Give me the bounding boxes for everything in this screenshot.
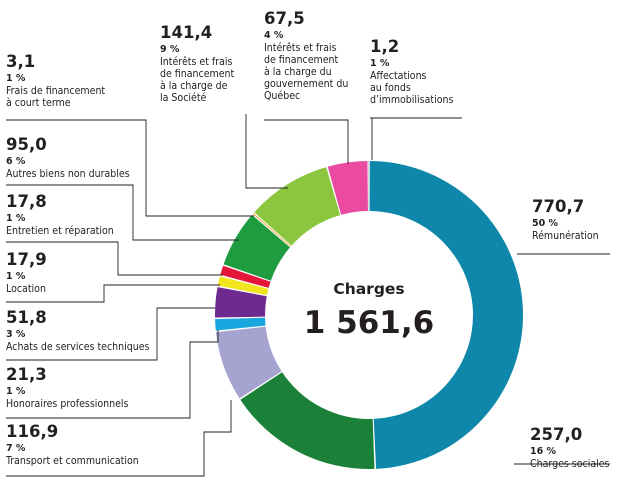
- category-label-line: Location: [6, 283, 46, 295]
- value-label: 95,0: [6, 135, 47, 154]
- label-autres-biens-non-durables: 95,0 6 %Autres biens non durables: [6, 135, 130, 180]
- percent-label: 7 %: [6, 443, 26, 454]
- leader-line-interets-et-frais-de-financement-a-la-charge-de-la-societe: [245, 114, 288, 189]
- percent-label: 4 %: [264, 30, 284, 41]
- center-total: 1 561,6: [304, 305, 434, 341]
- leader-line-affectations-au-fonds-d-immobilisations: [370, 117, 462, 160]
- leader-line-location: [6, 284, 220, 303]
- leader-line-interets-et-frais-de-financement-a-la-charge-du-gouvernement-du-quebec: [264, 119, 349, 164]
- label-achats-de-services-techniques: 51,8 3 %Achats de services techniques: [6, 308, 150, 353]
- value-label: 67,5: [264, 9, 305, 28]
- category-label-line: au fonds: [370, 82, 411, 94]
- label-charges-sociales: 257,0 16 %Charges sociales: [530, 425, 610, 470]
- percent-label: 3 %: [6, 329, 26, 340]
- percent-label: 6 %: [6, 156, 26, 167]
- category-label-line: Entretien et réparation: [6, 225, 114, 237]
- category-label-line: de financement: [160, 68, 235, 80]
- slice-location: [217, 276, 269, 296]
- category-label-line: la Société: [160, 92, 207, 104]
- label-location: 17,9 1 %Location: [6, 250, 47, 295]
- percent-label: 1 %: [6, 271, 26, 282]
- category-label-line: à la charge de: [160, 80, 228, 92]
- percent-label: 1 %: [6, 73, 26, 84]
- slice-achats-de-services-techniques: [215, 287, 267, 318]
- leader-line-honoraires-professionnels: [6, 330, 219, 419]
- category-label-line: à court terme: [6, 97, 71, 109]
- slice-transport-et-communication: [215, 326, 282, 399]
- label-remuneration: 770,7 50 %Rémunération: [532, 197, 599, 242]
- value-label: 141,4: [160, 23, 212, 42]
- slice-interets-et-frais-de-financement-a-la-charge-de-la-societe: [254, 167, 341, 246]
- value-label: 17,9: [6, 250, 47, 269]
- slice-honoraires-professionnels: [215, 317, 266, 331]
- category-label-line: Frais de financement: [6, 85, 105, 97]
- value-label: 257,0: [530, 425, 582, 444]
- leader-line-frais-de-financement-a-court-terme: [6, 119, 254, 217]
- leader-line-achats-de-services-techniques: [6, 307, 215, 361]
- slice-labels: 770,7 50 %Rémunération 257,0 16 %Charges so…: [5, 9, 610, 470]
- label-entretien-et-reparation: 17,8 1 %Entretien et réparation: [6, 192, 114, 237]
- category-label-line: à la charge du: [264, 66, 332, 78]
- label-honoraires-professionnels: 21,3 1 %Honoraires professionnels: [6, 365, 129, 410]
- value-label: 51,8: [6, 308, 47, 327]
- value-label: 3,1: [6, 52, 35, 71]
- value-label: 17,8: [6, 192, 47, 211]
- slice-interets-et-frais-de-financement-a-la-charge-du-gouvernement-du-quebec: [327, 161, 368, 215]
- percent-label: 1 %: [6, 386, 26, 397]
- slice-remuneration: [369, 161, 523, 469]
- percent-label: 1 %: [6, 213, 26, 224]
- category-label-line: d’immobilisations: [370, 94, 453, 106]
- label-transport-et-communication: 116,9 7 %Transport et communication: [5, 422, 139, 467]
- category-label-line: Intérêts et frais: [264, 42, 337, 54]
- leader-line-entretien-et-reparation: [6, 241, 223, 276]
- category-label-line: Transport et communication: [5, 455, 139, 467]
- percent-label: 1 %: [370, 58, 390, 69]
- slice-entretien-et-reparation: [220, 265, 271, 288]
- category-label-line: Rémunération: [532, 230, 599, 242]
- percent-label: 9 %: [160, 44, 180, 55]
- percent-label: 50 %: [532, 218, 559, 229]
- value-label: 770,7: [532, 197, 584, 216]
- donut-slices: [215, 161, 523, 470]
- leader-lines: [6, 114, 610, 477]
- value-label: 21,3: [6, 365, 47, 384]
- category-label-line: Québec: [264, 90, 300, 102]
- category-label-line: Autres biens non durables: [6, 168, 130, 180]
- slice-autres-biens-non-durables: [223, 214, 290, 281]
- value-label: 116,9: [6, 422, 58, 441]
- value-label: 1,2: [370, 37, 399, 56]
- category-label-line: gouvernement du: [264, 78, 348, 90]
- leader-line-autres-biens-non-durables: [6, 184, 239, 241]
- slice-charges-sociales: [240, 372, 375, 470]
- category-label-line: Achats de services techniques: [6, 341, 150, 353]
- leader-line-transport-et-communication: [6, 400, 232, 477]
- category-label-line: de financement: [264, 54, 339, 66]
- category-label-line: Intérêts et frais: [160, 56, 233, 68]
- category-label-line: Honoraires professionnels: [6, 398, 129, 410]
- category-label-line: Affectations: [370, 70, 427, 82]
- slice-frais-de-financement-a-court-terme: [252, 213, 291, 247]
- category-label-line: Charges sociales: [530, 458, 610, 470]
- percent-label: 16 %: [530, 446, 557, 457]
- center-title: Charges: [333, 280, 404, 298]
